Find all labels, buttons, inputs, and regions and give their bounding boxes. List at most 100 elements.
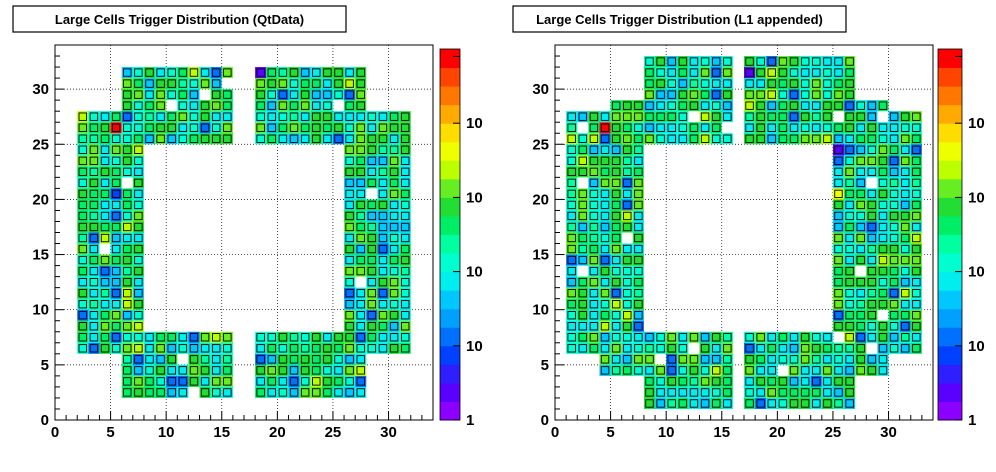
heatmap-cell: [599, 287, 611, 299]
heatmap-cell: [855, 166, 867, 178]
heatmap-cell: [288, 122, 300, 134]
cell-box: [834, 57, 843, 66]
heatmap-cell: [355, 188, 367, 200]
cell-box: [78, 189, 88, 199]
heatmap-cell: [221, 364, 233, 376]
heatmap-cell: [121, 210, 133, 222]
heatmap-cell: [566, 155, 578, 167]
cell-box: [711, 333, 721, 342]
cell-box: [267, 134, 277, 143]
cell-box: [134, 344, 143, 353]
cell-box: [700, 366, 710, 375]
heatmap-cell: [166, 386, 178, 398]
cell-box: [278, 90, 288, 99]
cell-box: [211, 112, 221, 121]
cell-box: [89, 189, 99, 199]
cell-box: [845, 57, 854, 66]
heatmap-cell: [610, 254, 622, 266]
cell-box: [856, 255, 865, 265]
cell-box: [834, 233, 843, 243]
cell-box: [634, 189, 643, 199]
cell-box: [867, 333, 877, 342]
heatmap-cell: [355, 375, 367, 387]
heatmap-cell: [699, 353, 711, 365]
cell-box: [711, 377, 721, 386]
heatmap-cell: [844, 188, 856, 200]
heatmap-cell: [588, 111, 600, 123]
heatmap-cell: [677, 397, 689, 409]
heatmap-cell: [588, 199, 600, 211]
heatmap-cell: [599, 188, 611, 200]
cell-box: [389, 300, 399, 309]
heatmap-cell: [377, 309, 389, 321]
heatmap-cell: [599, 221, 611, 233]
cell-box: [800, 90, 810, 99]
heatmap-cell: [143, 375, 156, 387]
heatmap-cell: [888, 276, 900, 288]
heatmap-cell: [832, 254, 845, 266]
x-tick-label: 20: [769, 424, 786, 441]
heatmap-cell: [888, 331, 900, 343]
cell-box: [345, 244, 354, 254]
cell-box: [78, 255, 88, 265]
cell-box: [200, 101, 210, 110]
cell-box: [900, 266, 910, 276]
heatmap-cell: [332, 122, 345, 134]
heatmap-cell: [132, 221, 144, 233]
heatmap-cell: [844, 342, 856, 354]
cell-box: [856, 355, 865, 364]
heatmap-cell: [844, 56, 856, 68]
heatmap-cell: [143, 342, 156, 354]
heatmap-cell: [377, 265, 389, 277]
heatmap-cell: [877, 155, 889, 167]
heatmap-cell: [855, 210, 867, 222]
cell-box: [845, 244, 854, 254]
heatmap-cell: [755, 122, 767, 134]
cell-box: [867, 211, 877, 221]
colorbar-segment: [440, 86, 460, 106]
cell-box: [134, 134, 143, 143]
cell-box: [134, 377, 143, 386]
heatmap-cell: [855, 331, 867, 343]
cell-box: [100, 134, 110, 143]
cell-box: [656, 123, 665, 132]
heatmap-cell: [832, 122, 845, 134]
cell-box: [900, 167, 910, 177]
heatmap-cell: [721, 386, 733, 398]
cell-box: [856, 101, 865, 110]
cell-box: [167, 68, 176, 77]
cell-box: [611, 311, 621, 320]
cell-box: [323, 388, 332, 397]
cell-box: [123, 322, 132, 331]
cell-box: [256, 377, 265, 386]
cell-box: [345, 388, 354, 397]
y-tick-label: 5: [541, 357, 549, 374]
cell-box: [289, 355, 299, 364]
cell-box: [223, 344, 232, 353]
heatmap-cell: [99, 188, 111, 200]
cell-box: [167, 344, 176, 353]
cell-box: [723, 399, 732, 408]
heatmap-cell: [344, 353, 356, 365]
cell-box: [589, 255, 599, 265]
cell-box: [312, 134, 321, 143]
heatmap-cell: [355, 166, 367, 178]
heatmap-cell: [877, 298, 889, 310]
heatmap-cell: [699, 375, 711, 387]
heatmap-cell: [88, 243, 100, 255]
heatmap-cell: [210, 67, 222, 79]
heatmap-cell: [610, 320, 622, 332]
cell-box: [867, 134, 877, 143]
heatmap-cell: [632, 265, 644, 277]
cell-box: [111, 266, 121, 276]
heatmap-cell: [399, 111, 411, 123]
heatmap-cell: [399, 232, 411, 244]
colorbar-label: 10: [968, 264, 985, 281]
cell-box: [400, 189, 410, 199]
x-tick-label: 5: [106, 424, 114, 441]
cell-box: [345, 189, 354, 199]
heatmap-cell: [799, 375, 811, 387]
cell-box: [656, 112, 665, 121]
cell-box: [723, 377, 732, 386]
cell-box: [134, 167, 143, 177]
